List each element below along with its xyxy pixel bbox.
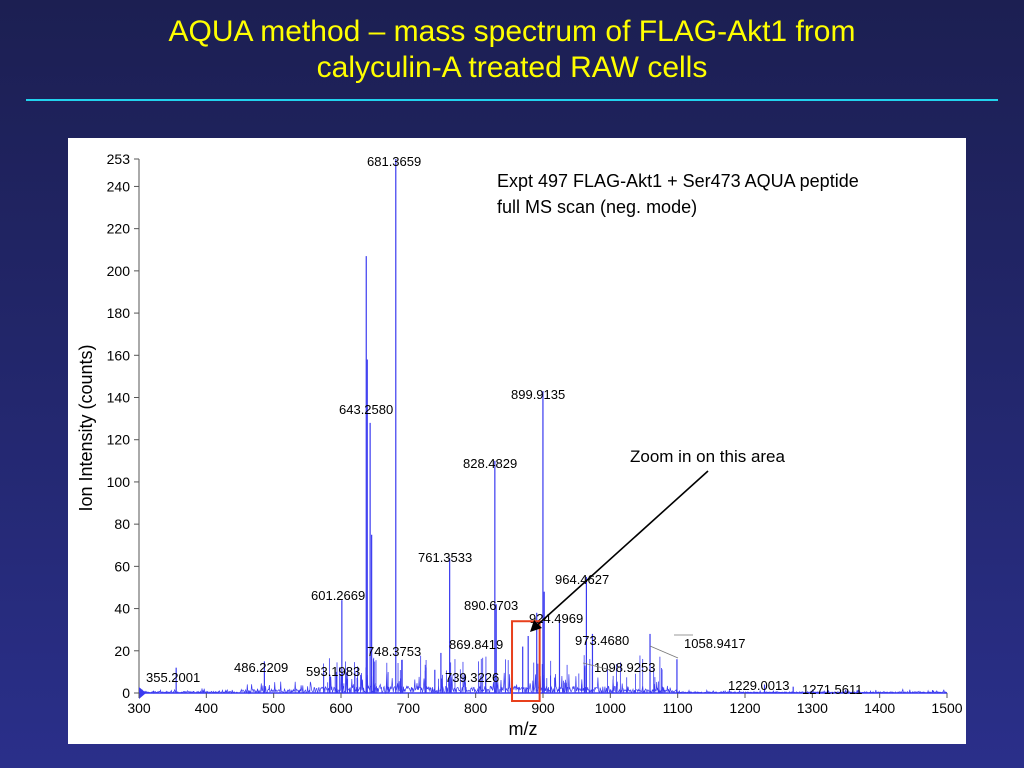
y-tick-label: 120 bbox=[107, 432, 131, 448]
peak-label: 739.3226 bbox=[445, 670, 499, 685]
y-tick-label: 253 bbox=[107, 151, 131, 167]
peak-label: 828.4829 bbox=[463, 456, 517, 471]
annotation-arrow-line bbox=[533, 470, 709, 629]
annotation-arrow-head bbox=[530, 620, 542, 632]
title-divider bbox=[26, 99, 998, 101]
peak-label: 1098.9253 bbox=[594, 660, 655, 675]
y-tick-label: 100 bbox=[107, 474, 131, 490]
y-axis-label: Ion Intensity (counts) bbox=[76, 344, 96, 511]
peak-label: 1058.9417 bbox=[684, 636, 745, 651]
annotation-text: Zoom in on this area bbox=[630, 447, 786, 466]
x-tick-label: 700 bbox=[397, 700, 421, 716]
peak-label: 593.1983 bbox=[306, 664, 360, 679]
y-tick-label: 0 bbox=[122, 685, 130, 701]
peak-label: 681.3659 bbox=[367, 154, 421, 169]
peak-label: 924.4969 bbox=[529, 611, 583, 626]
chart-title: Expt 497 FLAG-Akt1 + Ser473 AQUA peptide bbox=[497, 171, 859, 191]
y-tick-label: 20 bbox=[114, 643, 130, 659]
x-tick-label: 900 bbox=[531, 700, 555, 716]
slide-title-line-1: AQUA method – mass spectrum of FLAG-Akt1… bbox=[168, 15, 856, 48]
x-tick-label: 800 bbox=[464, 700, 488, 716]
chart-subtitle: full MS scan (neg. mode) bbox=[497, 197, 697, 217]
slide-title: AQUA method – mass spectrum of FLAG-Akt1… bbox=[0, 14, 1024, 86]
peak-label: 890.6703 bbox=[464, 598, 518, 613]
y-tick-label: 160 bbox=[107, 347, 131, 363]
y-tick-label: 240 bbox=[107, 178, 131, 194]
axis-origin-marker bbox=[139, 687, 146, 699]
x-tick-label: 1200 bbox=[729, 700, 760, 716]
peak-label: 869.8419 bbox=[449, 637, 503, 652]
x-tick-label: 1400 bbox=[864, 700, 895, 716]
x-tick-label: 1100 bbox=[663, 700, 693, 716]
x-tick-label: 400 bbox=[195, 700, 219, 716]
y-tick-label: 180 bbox=[107, 305, 131, 321]
y-tick-label: 200 bbox=[107, 263, 131, 279]
peak-label: 964.4627 bbox=[555, 572, 609, 587]
x-tick-label: 1300 bbox=[797, 700, 828, 716]
slide-title-line-2: calyculin-A treated RAW cells bbox=[316, 51, 708, 84]
y-tick-label: 40 bbox=[114, 601, 130, 617]
x-tick-label: 600 bbox=[329, 700, 353, 716]
peak-label: 1271.5611 bbox=[802, 682, 863, 697]
peak-label: 1229.0013 bbox=[728, 678, 789, 693]
peak-label: 748.3753 bbox=[367, 644, 421, 659]
peak-label: 973.4680 bbox=[575, 633, 629, 648]
peak-label: 761.3533 bbox=[418, 550, 472, 565]
y-tick-label: 80 bbox=[114, 516, 130, 532]
label-leader-line bbox=[582, 662, 612, 671]
x-tick-label: 300 bbox=[127, 700, 151, 716]
mass-spectrum-chart: 0 20 40 60 80 100 120 140 160 180 200 220 240 253 300 4… bbox=[76, 151, 963, 739]
peak-label: 486.2209 bbox=[234, 660, 288, 675]
peak-label: 643.2580 bbox=[339, 402, 393, 417]
peak-label: 601.2669 bbox=[311, 588, 365, 603]
x-tick-label: 500 bbox=[262, 700, 286, 716]
x-axis-label: m/z bbox=[509, 719, 538, 739]
peak-label: 355.2001 bbox=[146, 670, 200, 685]
zoom-region-box bbox=[511, 620, 541, 702]
y-tick-label: 140 bbox=[107, 390, 131, 406]
spectrum-chart-panel: 0 20 40 60 80 100 120 140 160 180 200 220 240 253 300 4… bbox=[68, 138, 966, 744]
y-tick-label: 220 bbox=[107, 221, 131, 237]
x-tick-label: 1500 bbox=[931, 700, 962, 716]
peak-label: 899.9135 bbox=[511, 387, 565, 402]
y-tick-label: 60 bbox=[114, 558, 130, 574]
x-tick-label: 1000 bbox=[595, 700, 626, 716]
label-leader-line bbox=[649, 645, 679, 659]
